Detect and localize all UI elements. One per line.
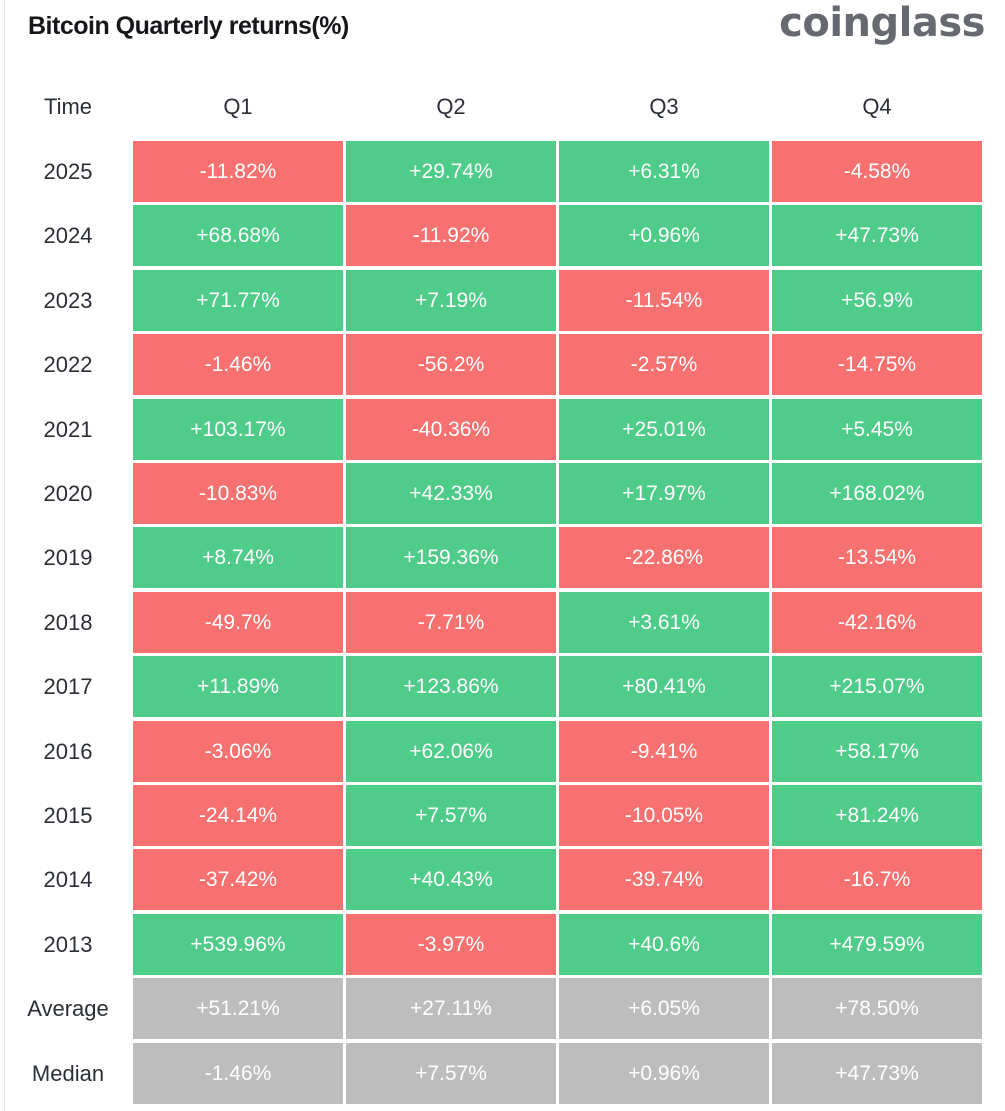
- return-cell: +11.89%: [133, 656, 343, 717]
- return-cell: +7.57%: [346, 785, 556, 846]
- return-cell: +71.77%: [133, 270, 343, 331]
- return-cell: +81.24%: [772, 785, 982, 846]
- return-cell: +5.45%: [772, 399, 982, 460]
- row-label: 2014: [43, 867, 93, 892]
- return-cell: +62.06%: [346, 721, 556, 782]
- return-cell: +56.9%: [772, 270, 982, 331]
- row-label: 2022: [43, 352, 93, 377]
- return-cell: +8.74%: [133, 527, 343, 588]
- return-cell: -37.42%: [133, 849, 343, 910]
- return-cell: +123.86%: [346, 656, 556, 717]
- row-label: 2020: [43, 481, 93, 506]
- return-cell: -4.58%: [772, 141, 982, 202]
- return-cell: -11.54%: [559, 270, 769, 331]
- row-label: 2024: [43, 223, 93, 248]
- return-cell: -9.41%: [559, 721, 769, 782]
- header-q3: Q3: [649, 94, 679, 119]
- return-cell: -1.46%: [133, 334, 343, 395]
- return-cell: +51.21%: [133, 978, 343, 1039]
- row-label: 2016: [43, 739, 93, 764]
- return-cell: -16.7%: [772, 849, 982, 910]
- row-label: 2017: [43, 674, 93, 699]
- return-cell: +17.97%: [559, 463, 769, 524]
- return-cell: +6.05%: [559, 978, 769, 1039]
- return-cell: -1.46%: [133, 1043, 343, 1104]
- return-cell: +25.01%: [559, 399, 769, 460]
- row-label: 2018: [43, 610, 93, 635]
- return-cell: -3.97%: [346, 914, 556, 975]
- return-cell: -56.2%: [346, 334, 556, 395]
- return-cell: -42.16%: [772, 592, 982, 653]
- row-label: Median: [31, 1061, 105, 1086]
- return-cell: +103.17%: [133, 399, 343, 460]
- return-cell: +68.68%: [133, 205, 343, 266]
- row-label: 2025: [43, 159, 93, 184]
- header-q2: Q2: [436, 94, 466, 119]
- return-cell: -14.75%: [772, 334, 982, 395]
- return-cell: -39.74%: [559, 849, 769, 910]
- row-label: 2019: [43, 545, 93, 570]
- return-cell: -24.14%: [133, 785, 343, 846]
- return-cell: -10.05%: [559, 785, 769, 846]
- left-border: [4, 0, 5, 1111]
- return-cell: +47.73%: [772, 1043, 982, 1104]
- return-cell: +539.96%: [133, 914, 343, 975]
- return-cell: -10.83%: [133, 463, 343, 524]
- row-label: 2023: [43, 288, 93, 313]
- return-cell: +3.61%: [559, 592, 769, 653]
- return-cell: +40.6%: [559, 914, 769, 975]
- return-cell: +58.17%: [772, 721, 982, 782]
- chart-title: Bitcoin Quarterly returns(%): [28, 12, 349, 40]
- return-cell: +168.02%: [772, 463, 982, 524]
- return-cell: +215.07%: [772, 656, 982, 717]
- return-cell: +29.74%: [346, 141, 556, 202]
- return-cell: +7.19%: [346, 270, 556, 331]
- header-time: Time: [43, 94, 93, 119]
- return-cell: -7.71%: [346, 592, 556, 653]
- return-cell: +0.96%: [559, 1043, 769, 1104]
- row-label: 2021: [43, 417, 93, 442]
- return-cell: -11.92%: [346, 205, 556, 266]
- return-cell: -11.82%: [133, 141, 343, 202]
- return-cell: +78.50%: [772, 978, 982, 1039]
- return-cell: +47.73%: [772, 205, 982, 266]
- return-cell: -40.36%: [346, 399, 556, 460]
- return-cell: -49.7%: [133, 592, 343, 653]
- coinglass-logo: coinglass: [779, 0, 985, 46]
- row-label: Average: [27, 996, 109, 1021]
- header-q4: Q4: [862, 94, 892, 119]
- return-cell: +27.11%: [346, 978, 556, 1039]
- return-cell: +40.43%: [346, 849, 556, 910]
- row-label: 2015: [43, 803, 93, 828]
- return-cell: -2.57%: [559, 334, 769, 395]
- return-cell: +6.31%: [559, 141, 769, 202]
- return-cell: +159.36%: [346, 527, 556, 588]
- return-cell: +42.33%: [346, 463, 556, 524]
- return-cell: -3.06%: [133, 721, 343, 782]
- return-cell: +479.59%: [772, 914, 982, 975]
- row-label: 2013: [43, 932, 93, 957]
- header-q1: Q1: [223, 94, 253, 119]
- return-cell: -13.54%: [772, 527, 982, 588]
- return-cell: +80.41%: [559, 656, 769, 717]
- return-cell: +0.96%: [559, 205, 769, 266]
- return-cell: -22.86%: [559, 527, 769, 588]
- return-cell: +7.57%: [346, 1043, 556, 1104]
